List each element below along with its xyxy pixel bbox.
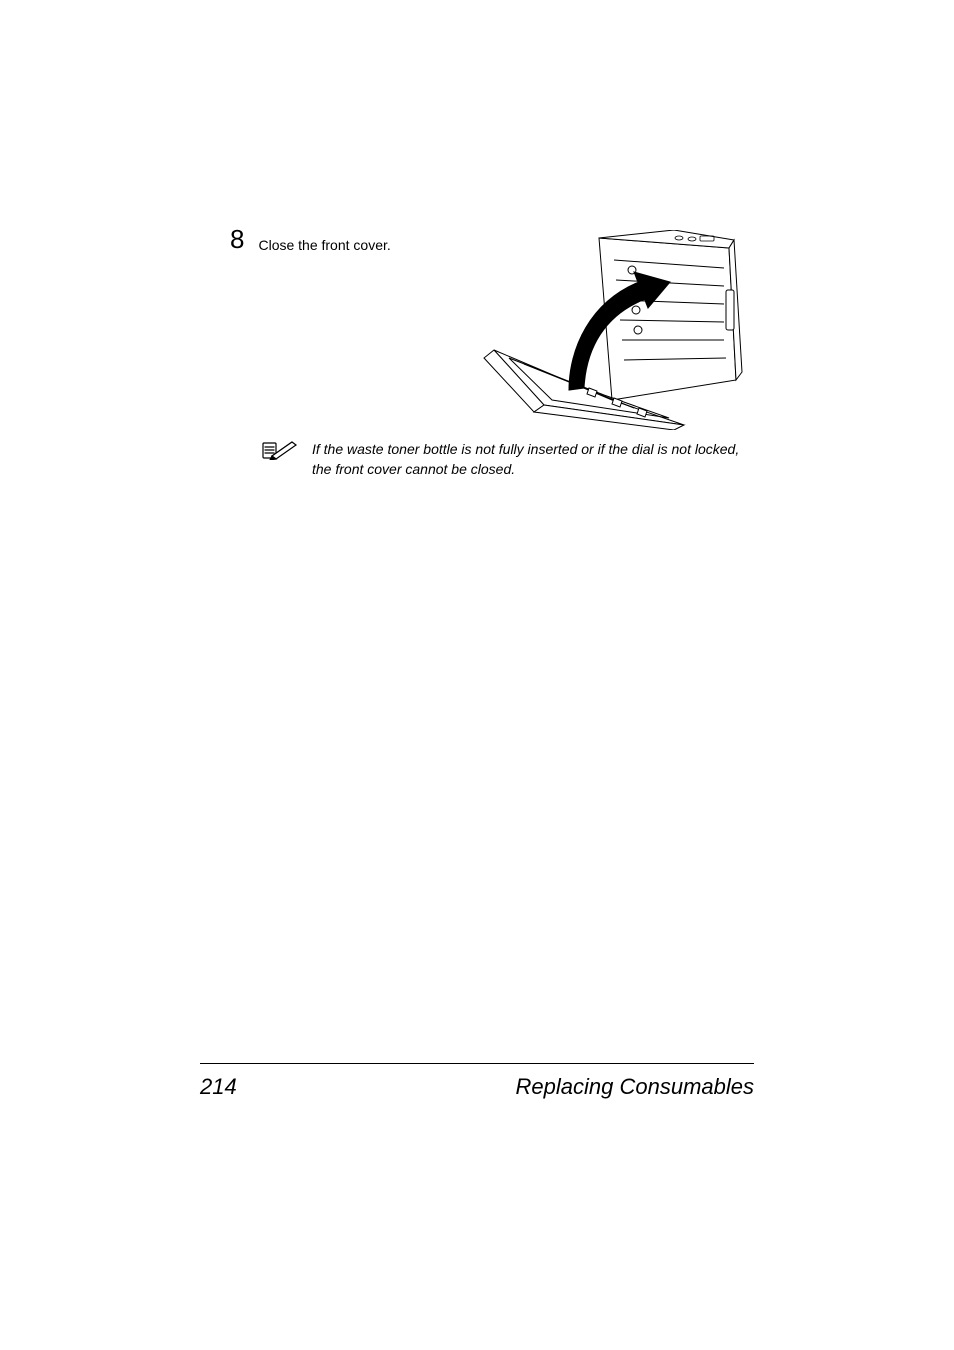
- footer-line: 214 Replacing Consumables: [200, 1074, 754, 1100]
- illustration-container: [405, 230, 754, 430]
- page-footer: 214 Replacing Consumables: [200, 1063, 754, 1100]
- step-number: 8: [230, 226, 244, 252]
- note-row: If the waste toner bottle is not fully i…: [262, 440, 754, 479]
- section-title: Replacing Consumables: [516, 1074, 754, 1100]
- step-row: 8 Close the front cover.: [230, 230, 754, 430]
- printer-cover-illustration: [474, 230, 754, 430]
- page: 8 Close the front cover.: [0, 0, 954, 1350]
- page-number: 214: [200, 1074, 237, 1100]
- footer-rule: [200, 1063, 754, 1064]
- note-text: If the waste toner bottle is not fully i…: [312, 440, 754, 479]
- step-text: Close the front cover.: [258, 230, 390, 256]
- note-pencil-icon: [262, 440, 298, 460]
